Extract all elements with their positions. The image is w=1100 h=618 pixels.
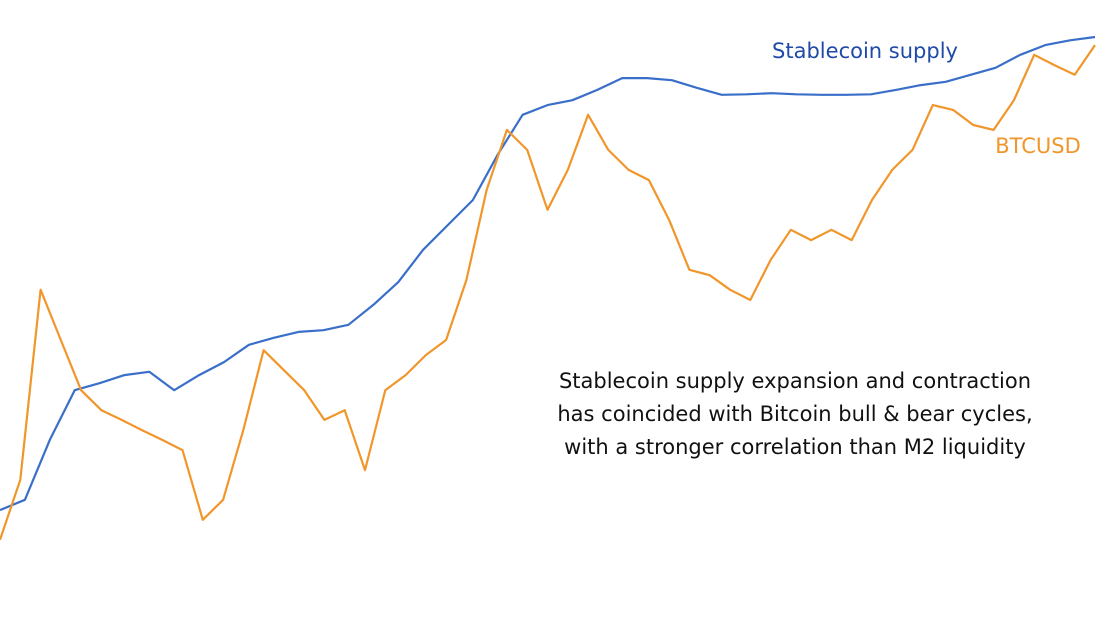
annotation: Stablecoin supply expansion and contract… [559, 369, 1031, 393]
annotation: with a stronger correlation than M2 liqu… [564, 435, 1026, 459]
annotation: has coincided with Bitcoin bull & bear c… [557, 402, 1032, 426]
series-line [0, 44, 1096, 541]
series-label: Stablecoin supply [772, 39, 958, 63]
series-label: BTCUSD [995, 134, 1081, 158]
series-line [0, 35, 1096, 512]
